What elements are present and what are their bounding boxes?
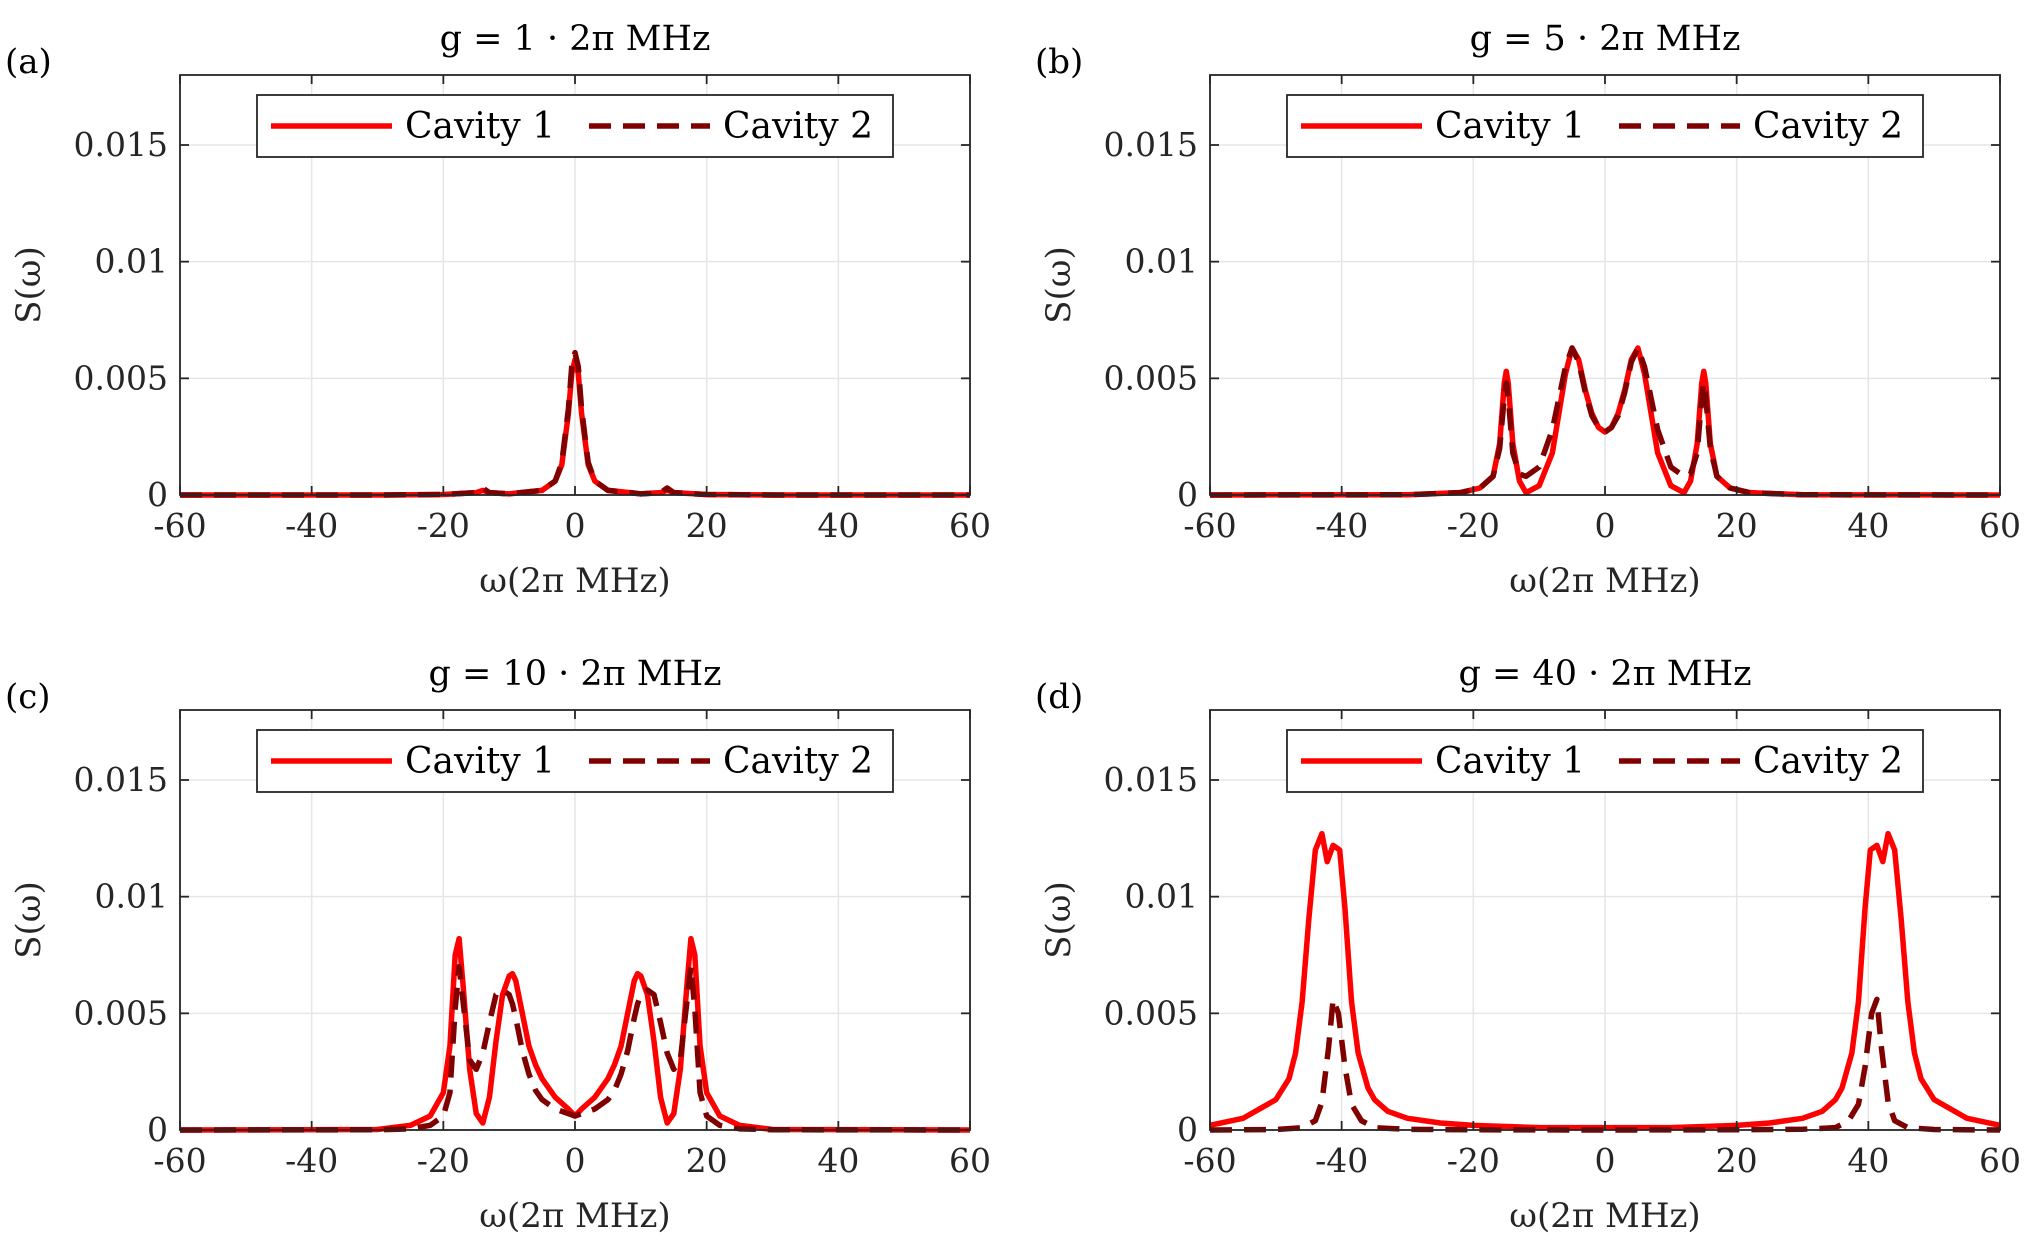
- y-tick-label: 0.005: [1104, 993, 1198, 1032]
- y-axis-label: S(ω): [9, 246, 49, 324]
- x-tick-label: 60: [949, 1141, 991, 1180]
- legend-label-cavity-2: Cavity 2: [723, 741, 873, 782]
- legend: Cavity 1 Cavity 2: [1286, 94, 1924, 158]
- legend-label-cavity-2: Cavity 2: [723, 106, 873, 147]
- x-tick-label: -40: [285, 506, 338, 545]
- y-tick-label: 0: [1177, 475, 1198, 514]
- x-tick-label: 20: [686, 506, 728, 545]
- y-tick-label: 0.01: [95, 877, 168, 916]
- ticks: -60 -40 -20 0 20 40 60 0 0.005 0.01 0.015: [1104, 710, 2021, 1180]
- x-tick-label: -60: [153, 506, 206, 545]
- y-tick-label: 0: [147, 475, 168, 514]
- y-tick-label: 0.015: [1104, 125, 1198, 164]
- y-tick-label: 0.005: [74, 358, 168, 397]
- series: [180, 349, 970, 498]
- y-axis-label: S(ω): [1039, 246, 1079, 324]
- series-line-cavity-2: [1209, 345, 2001, 498]
- y-tick-label: 0.005: [74, 993, 168, 1032]
- y-axis-label: S(ω): [9, 881, 49, 959]
- panel-tag: (d): [1035, 677, 1083, 717]
- ticks: -60 -40 -20 0 20 40 60 0 0.005 0.01 0.015: [74, 75, 991, 545]
- x-tick-label: 60: [949, 506, 991, 545]
- legend-box: [1286, 94, 1924, 158]
- x-tick-label: -20: [1447, 506, 1500, 545]
- legend: Cavity 1 Cavity 2: [1286, 729, 1924, 793]
- x-axis-label: ω(2π MHz): [479, 561, 670, 601]
- x-tick-label: 0: [1595, 506, 1616, 545]
- legend: Cavity 1 Cavity 2: [256, 729, 894, 793]
- x-tick-label: 40: [817, 1141, 859, 1180]
- panel-title: g = 1 · 2π MHz: [440, 19, 711, 59]
- x-tick-label: -40: [1315, 1141, 1368, 1180]
- y-tick-label: 0: [1177, 1110, 1198, 1149]
- x-tick-label: -20: [1447, 1141, 1500, 1180]
- panel-tag: (a): [5, 42, 52, 82]
- y-tick-label: 0: [147, 1110, 168, 1149]
- series-line-cavity-2: [180, 349, 970, 498]
- series-line-cavity-2: [179, 963, 971, 1133]
- panel-tag: (b): [1035, 42, 1083, 82]
- panel-title: g = 5 · 2π MHz: [1470, 19, 1741, 59]
- x-tick-label: 40: [817, 506, 859, 545]
- x-tick-label: -60: [1183, 506, 1236, 545]
- legend-label-cavity-1: Cavity 1: [405, 106, 555, 147]
- panel-tag: (c): [5, 677, 51, 717]
- x-tick-label: 0: [565, 506, 586, 545]
- x-tick-label: 40: [1847, 1141, 1889, 1180]
- x-axis-label: ω(2π MHz): [1509, 561, 1700, 601]
- x-axis-label: ω(2π MHz): [1509, 1196, 1700, 1236]
- y-tick-label: 0.01: [1125, 242, 1198, 281]
- x-tick-label: -60: [153, 1141, 206, 1180]
- y-tick-label: 0.015: [74, 125, 168, 164]
- x-tick-label: -20: [417, 506, 470, 545]
- legend: Cavity 1 Cavity 2: [256, 94, 894, 158]
- panel-title: g = 10 · 2π MHz: [428, 654, 721, 694]
- series: [1209, 345, 2001, 498]
- series-line-cavity-1: [1209, 345, 2001, 498]
- legend-label-cavity-2: Cavity 2: [1753, 106, 1903, 147]
- x-tick-label: -20: [417, 1141, 470, 1180]
- y-tick-label: 0.015: [74, 760, 168, 799]
- x-tick-label: -40: [1315, 506, 1368, 545]
- x-tick-label: -40: [285, 1141, 338, 1180]
- ticks: -60 -40 -20 0 20 40 60 0 0.005 0.01 0.015: [1104, 75, 2021, 545]
- panel-title: g = 40 · 2π MHz: [1458, 654, 1751, 694]
- series-line-cavity-2: [1209, 996, 2001, 1133]
- y-tick-label: 0.01: [1125, 877, 1198, 916]
- x-tick-label: 20: [686, 1141, 728, 1180]
- x-tick-label: 0: [1595, 1141, 1616, 1180]
- x-tick-label: 20: [1716, 1141, 1758, 1180]
- y-axis-label: S(ω): [1039, 881, 1079, 959]
- x-tick-label: 60: [1979, 506, 2021, 545]
- ticks: -60 -40 -20 0 20 40 60 0 0.005 0.01 0.015: [74, 710, 991, 1180]
- legend-label-cavity-2: Cavity 2: [1753, 741, 1903, 782]
- legend-label-cavity-1: Cavity 1: [405, 741, 555, 782]
- y-tick-label: 0.01: [95, 242, 168, 281]
- y-tick-label: 0.005: [1104, 358, 1198, 397]
- x-axis-label: ω(2π MHz): [479, 1196, 670, 1236]
- legend-label-cavity-1: Cavity 1: [1435, 741, 1585, 782]
- y-tick-label: 0.015: [1104, 760, 1198, 799]
- legend-label-cavity-1: Cavity 1: [1435, 106, 1585, 147]
- x-tick-label: 20: [1716, 506, 1758, 545]
- x-tick-label: -60: [1183, 1141, 1236, 1180]
- x-tick-label: 40: [1847, 506, 1889, 545]
- x-tick-label: 60: [1979, 1141, 2021, 1180]
- series: [179, 935, 971, 1133]
- x-tick-label: 0: [565, 1141, 586, 1180]
